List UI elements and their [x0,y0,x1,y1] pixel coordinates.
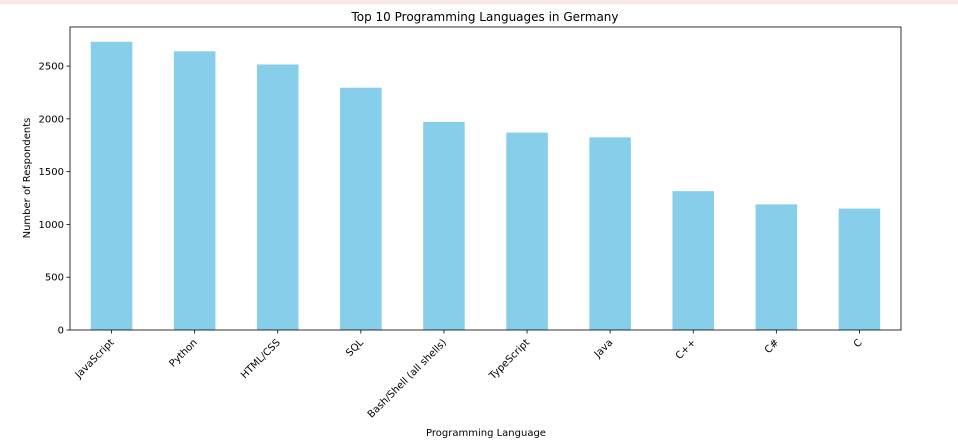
top-strip [0,0,958,4]
bar-javascript [90,41,133,330]
x-tick-label: C# [763,337,782,356]
y-tick-label: 1500 [39,167,64,178]
bar-sql [340,87,382,331]
bar-java [589,137,631,330]
bar-c [672,191,715,330]
y-tick-label: 500 [45,273,64,284]
y-axis-title: Number of Respondents [22,118,33,239]
y-tick-label: 2000 [39,114,64,125]
y-axis: 0 500 1000 1500 2000 2500 [39,62,70,337]
x-tick-label: TypeScript [487,337,532,382]
x-tick-label: Java [592,337,615,360]
x-tick-label: Bash/Shell (all shells) [366,337,449,420]
x-tick-label: C++ [674,337,699,362]
y-tick-label: 0 [58,326,64,337]
x-tick-label: Python [167,337,199,369]
bar-bash-shell-all-shells [423,122,465,330]
bars-group [90,41,881,331]
bar-html-css [256,64,299,330]
chart-title: Top 10 Programming Languages in Germany [350,10,618,24]
bar-c [755,204,798,330]
x-tick-label: SQL [344,337,366,359]
bar-typescript [506,132,548,330]
y-tick-label: 2500 [39,62,64,73]
plot-frame [69,26,902,331]
x-axis: JavaScript Python HTML/CSS SQL Bash/Shell (a… [73,330,865,421]
x-tick-label: HTML/CSS [239,337,283,381]
bar-python [173,51,216,331]
y-tick-label: 1000 [39,220,64,231]
x-tick-label: C [852,337,865,350]
x-axis-title: Programming Language [426,428,546,439]
x-tick-label: JavaScript [73,337,117,381]
bar-c [838,208,881,330]
